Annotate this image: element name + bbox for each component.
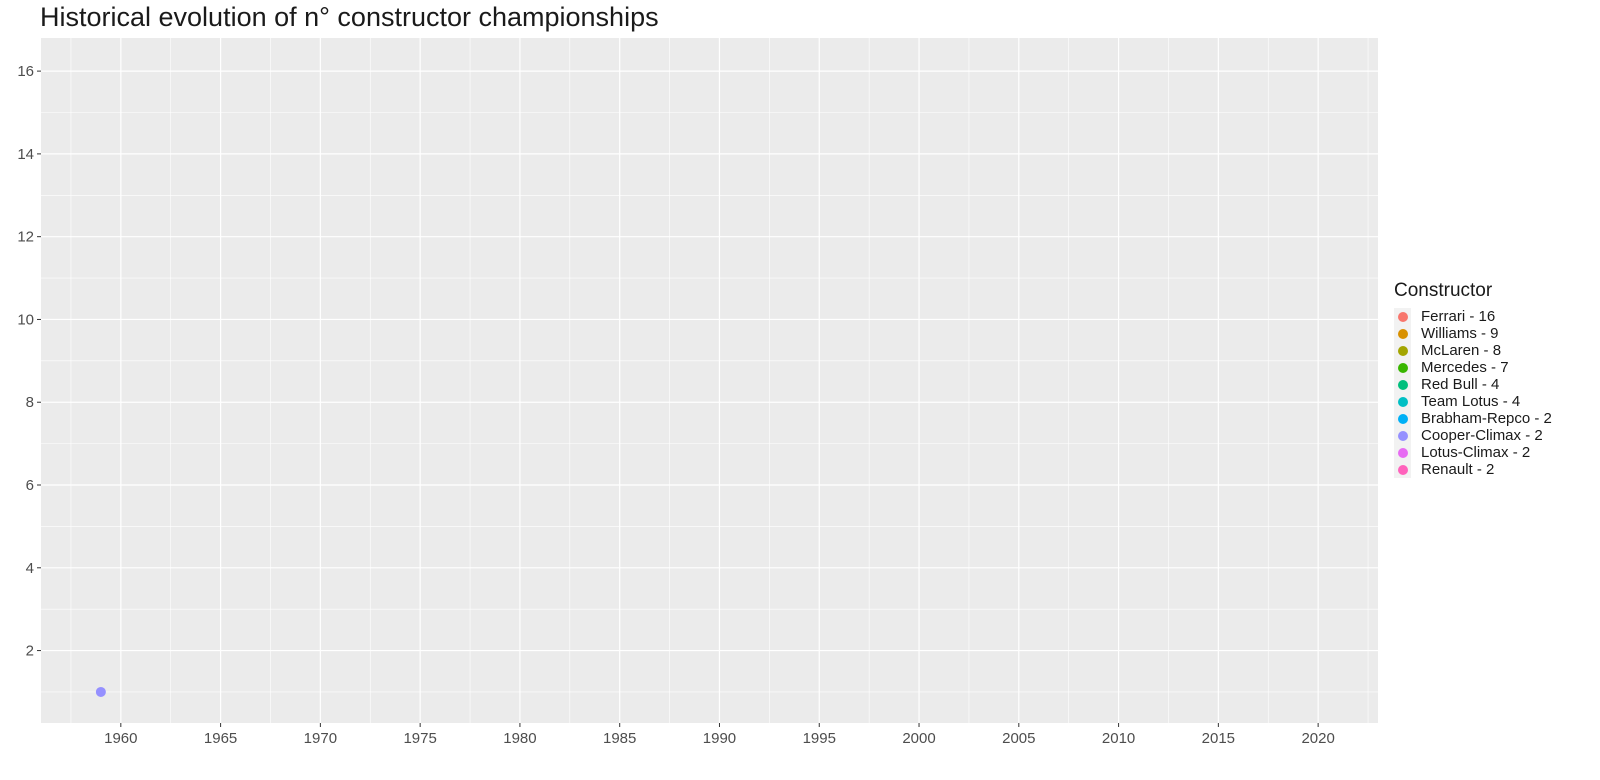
legend-dot-icon bbox=[1397, 430, 1408, 441]
legend-key bbox=[1394, 461, 1411, 478]
x-tick-label: 2020 bbox=[1301, 730, 1334, 747]
legend-key bbox=[1394, 376, 1411, 393]
legend-item: Williams - 9 bbox=[1394, 325, 1552, 342]
x-tick-label: 2005 bbox=[1002, 730, 1035, 747]
legend-dot-icon bbox=[1397, 311, 1408, 322]
legend-label: McLaren - 8 bbox=[1421, 342, 1502, 359]
x-tick-label: 1995 bbox=[803, 730, 836, 747]
legend-dot-icon bbox=[1397, 464, 1408, 475]
legend-key bbox=[1394, 427, 1411, 444]
legend-dot-icon bbox=[1397, 396, 1408, 407]
legend-item: Brabham-Repco - 2 bbox=[1394, 410, 1552, 427]
legend-dot-icon bbox=[1397, 447, 1408, 458]
legend-label: Mercedes - 7 bbox=[1421, 359, 1509, 376]
y-tick-label: 16 bbox=[17, 63, 34, 80]
legend-key bbox=[1394, 444, 1411, 461]
legend-key bbox=[1394, 325, 1411, 342]
legend-label: Team Lotus - 4 bbox=[1421, 393, 1521, 410]
legend-key bbox=[1394, 410, 1411, 427]
x-tick-label: 1965 bbox=[204, 730, 237, 747]
x-tick-label: 1960 bbox=[104, 730, 137, 747]
legend-items: Ferrari - 16 Williams - 9 McLaren - 8 Merce… bbox=[1394, 308, 1552, 478]
legend-item: Red Bull - 4 bbox=[1394, 376, 1552, 393]
y-tick-label: 8 bbox=[26, 394, 34, 411]
x-tick-label: 1970 bbox=[304, 730, 337, 747]
x-tick-label: 1990 bbox=[703, 730, 736, 747]
legend-dot-icon bbox=[1397, 413, 1408, 424]
legend-item: Renault - 2 bbox=[1394, 461, 1552, 478]
x-tick-label: 1980 bbox=[503, 730, 536, 747]
data-point bbox=[95, 686, 106, 697]
legend: Constructor Ferrari - 16 Williams - 9 McLa… bbox=[1394, 280, 1552, 478]
legend-key bbox=[1394, 359, 1411, 376]
legend-key bbox=[1394, 393, 1411, 410]
legend-label: Cooper-Climax - 2 bbox=[1421, 427, 1543, 444]
y-tick-label: 14 bbox=[17, 146, 34, 163]
legend-label: Lotus-Climax - 2 bbox=[1421, 444, 1531, 461]
legend-item: McLaren - 8 bbox=[1394, 342, 1552, 359]
y-tick-label: 4 bbox=[26, 560, 34, 577]
x-tick-label: 2010 bbox=[1102, 730, 1135, 747]
plot-panel bbox=[41, 38, 1378, 723]
y-tick-label: 2 bbox=[26, 643, 34, 660]
legend-item: Team Lotus - 4 bbox=[1394, 393, 1552, 410]
legend-dot-icon bbox=[1397, 379, 1408, 390]
y-tick-label: 12 bbox=[17, 229, 34, 246]
legend-item: Mercedes - 7 bbox=[1394, 359, 1552, 376]
legend-key bbox=[1394, 308, 1411, 325]
y-tick-label: 10 bbox=[17, 311, 34, 328]
x-tick-label: 1985 bbox=[603, 730, 636, 747]
legend-label: Renault - 2 bbox=[1421, 461, 1495, 478]
legend-label: Red Bull - 4 bbox=[1421, 376, 1500, 393]
legend-key bbox=[1394, 342, 1411, 359]
x-tick-label: 2015 bbox=[1202, 730, 1235, 747]
x-tick-label: 2000 bbox=[902, 730, 935, 747]
y-tick-label: 6 bbox=[26, 477, 34, 494]
legend-label: Ferrari - 16 bbox=[1421, 308, 1496, 325]
chart-title: Historical evolution of n° constructor c… bbox=[40, 2, 659, 32]
legend-dot-icon bbox=[1397, 328, 1408, 339]
legend-dot-icon bbox=[1397, 362, 1408, 373]
legend-label: Brabham-Repco - 2 bbox=[1421, 410, 1552, 427]
legend-item: Cooper-Climax - 2 bbox=[1394, 427, 1552, 444]
legend-label: Williams - 9 bbox=[1421, 325, 1499, 342]
x-tick-label: 1975 bbox=[403, 730, 436, 747]
legend-title: Constructor bbox=[1394, 280, 1493, 301]
legend-item: Ferrari - 16 bbox=[1394, 308, 1552, 325]
legend-item: Lotus-Climax - 2 bbox=[1394, 444, 1552, 461]
legend-dot-icon bbox=[1397, 345, 1408, 356]
